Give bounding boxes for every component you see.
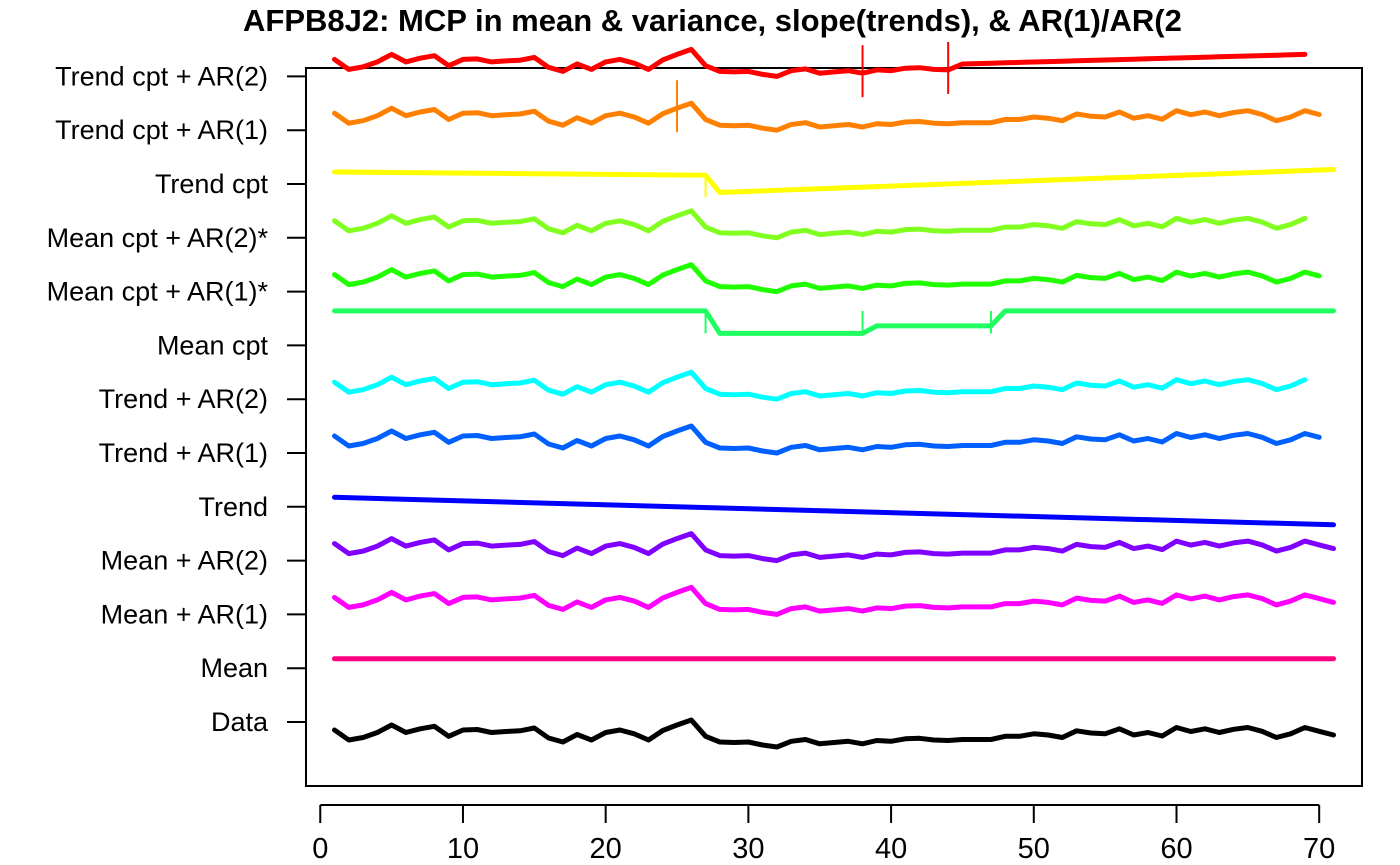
y-tick-label: Mean + AR(1) [101,599,268,629]
series-trend-ar-1 [332,423,1322,456]
x-tick-label: 10 [447,833,479,865]
y-tick-label: Mean [200,653,268,683]
plot-frame [305,67,1363,787]
series-trend-cpt [332,167,1336,195]
series-mean-cpt-ar-2 [332,208,1308,241]
x-tick-label: 0 [312,833,328,865]
y-axis: Data Mean Mean + AR(1) Mean + AR(2) Trend Tre… [47,61,306,737]
series-data [332,717,1336,750]
y-tick-label: Mean cpt + AR(1)* [47,277,269,307]
y-tick-label: Trend cpt + AR(1) [55,115,268,145]
y-tick-label: Trend cpt [155,169,269,199]
y-tick-label: Trend [198,492,268,522]
series-mean-cpt [332,308,1336,336]
y-tick-label: Mean cpt [157,330,269,360]
y-tick-label: Mean + AR(2) [101,546,268,576]
y-tick-label: Mean cpt + AR(2)* [47,223,269,253]
series-mean-ar-1 [332,584,1336,617]
x-tick-label: 40 [875,833,907,865]
x-tick-label: 20 [590,833,622,865]
series-trend-cpt-ar-1 [332,100,1322,133]
chart-title: AFPB8J2: MCP in mean & variance, slope(t… [243,3,1182,38]
x-tick-label: 30 [732,833,764,865]
x-tick-label: 70 [1303,833,1335,865]
y-tick-label: Trend + AR(1) [99,438,268,468]
y-tick-label: Trend + AR(2) [99,384,268,414]
series-group [332,41,1336,750]
y-tick-label: Trend cpt + AR(2) [55,61,268,91]
series-mean-cpt-ar-1 [332,262,1322,295]
x-tick-label: 50 [1018,833,1050,865]
series-trend [332,494,1336,528]
series-trend-ar-2 [332,369,1308,402]
series-mean-ar-2 [332,531,1336,564]
x-tick-label: 60 [1160,833,1192,865]
series-trend-cpt-ar-2 [332,46,1308,79]
y-tick-label: Data [211,707,269,737]
x-axis: 0 10 20 30 40 50 60 70 [312,804,1335,865]
